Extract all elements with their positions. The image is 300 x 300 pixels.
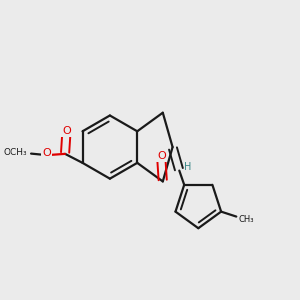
Text: O: O [42, 148, 51, 158]
Text: H: H [184, 162, 192, 172]
Text: O: O [157, 151, 166, 161]
Text: O: O [62, 126, 71, 136]
Text: OCH₃: OCH₃ [3, 148, 27, 157]
Text: CH₃: CH₃ [238, 215, 254, 224]
